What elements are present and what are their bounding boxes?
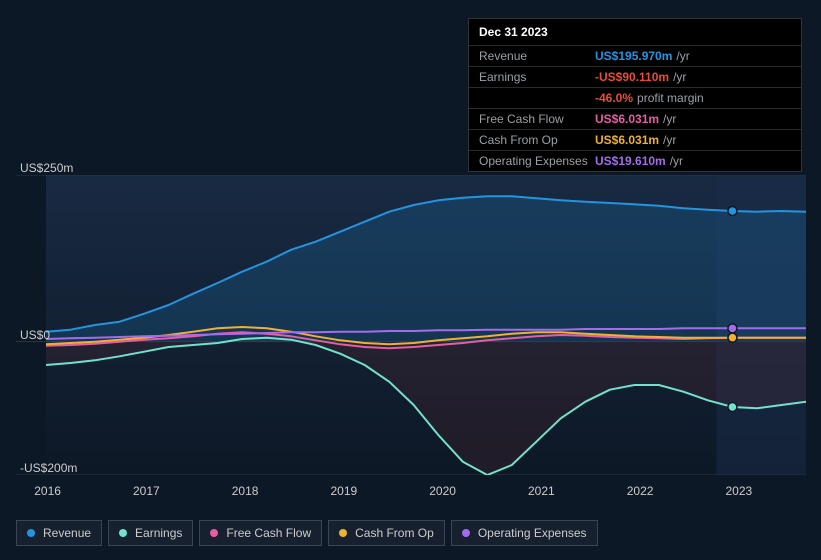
tooltip-metric-unit: /yr (670, 154, 683, 168)
legend-dot-icon (339, 529, 347, 537)
legend-item[interactable]: Revenue (16, 520, 102, 546)
tooltip-metric-unit: /yr (676, 49, 689, 63)
tooltip-metric-label: Revenue (479, 49, 595, 63)
y-axis-label: US$250m (20, 161, 73, 175)
tooltip-metric-unit: /yr (663, 133, 676, 147)
tooltip-metric-label: Earnings (479, 70, 595, 84)
chart-tooltip: Dec 31 2023 RevenueUS$195.970m/yrEarning… (468, 18, 802, 172)
tooltip-metric-label: Cash From Op (479, 133, 595, 147)
x-axis-label: 2022 (627, 484, 654, 498)
legend-dot-icon (210, 529, 218, 537)
legend-dot-icon (27, 529, 35, 537)
legend-item[interactable]: Free Cash Flow (199, 520, 322, 546)
tooltip-date: Dec 31 2023 (469, 19, 801, 45)
legend-dot-icon (462, 529, 470, 537)
legend-item[interactable]: Operating Expenses (451, 520, 598, 546)
x-axis: 2016 2017 2018 2019 2020 2021 2022 2023 (16, 484, 806, 504)
tooltip-row: Cash From OpUS$6.031m/yr (469, 129, 801, 150)
chart-plot (16, 175, 806, 475)
tooltip-metric-unit: /yr (663, 112, 676, 126)
legend: Revenue Earnings Free Cash Flow Cash From O… (16, 520, 598, 546)
legend-label: Free Cash Flow (226, 526, 311, 540)
tooltip-metric-label (479, 91, 595, 105)
tooltip-metric-label: Operating Expenses (479, 154, 595, 168)
x-axis-label: 2020 (429, 484, 456, 498)
legend-dot-icon (119, 529, 127, 537)
x-axis-label: 2016 (34, 484, 61, 498)
tooltip-row: -46.0% profit margin (469, 87, 801, 108)
x-axis-label: 2017 (133, 484, 160, 498)
y-axis-label: -US$200m (20, 461, 77, 475)
tooltip-metric-value: US$19.610m (595, 154, 666, 168)
legend-label: Cash From Op (355, 526, 434, 540)
tooltip-row: Operating ExpensesUS$19.610m/yr (469, 150, 801, 171)
tooltip-metric-unit: profit margin (637, 91, 704, 105)
tooltip-row: Free Cash FlowUS$6.031m/yr (469, 108, 801, 129)
tooltip-metric-label: Free Cash Flow (479, 112, 595, 126)
x-axis-label: 2019 (330, 484, 357, 498)
legend-label: Earnings (135, 526, 182, 540)
legend-item[interactable]: Cash From Op (328, 520, 445, 546)
tooltip-metric-value: -US$90.110m (595, 70, 669, 84)
x-axis-label: 2018 (232, 484, 259, 498)
tooltip-row: RevenueUS$195.970m/yr (469, 45, 801, 66)
x-axis-label: 2021 (528, 484, 555, 498)
tooltip-metric-value: -46.0% (595, 91, 633, 105)
tooltip-metric-unit: /yr (673, 70, 686, 84)
x-axis-label: 2023 (725, 484, 752, 498)
tooltip-metric-value: US$195.970m (595, 49, 672, 63)
tooltip-metric-value: US$6.031m (595, 112, 659, 126)
legend-label: Revenue (43, 526, 91, 540)
tooltip-metric-value: US$6.031m (595, 133, 659, 147)
legend-item[interactable]: Earnings (108, 520, 193, 546)
tooltip-row: Earnings-US$90.110m/yr (469, 66, 801, 87)
y-axis-label: US$0 (20, 328, 50, 342)
legend-label: Operating Expenses (478, 526, 587, 540)
